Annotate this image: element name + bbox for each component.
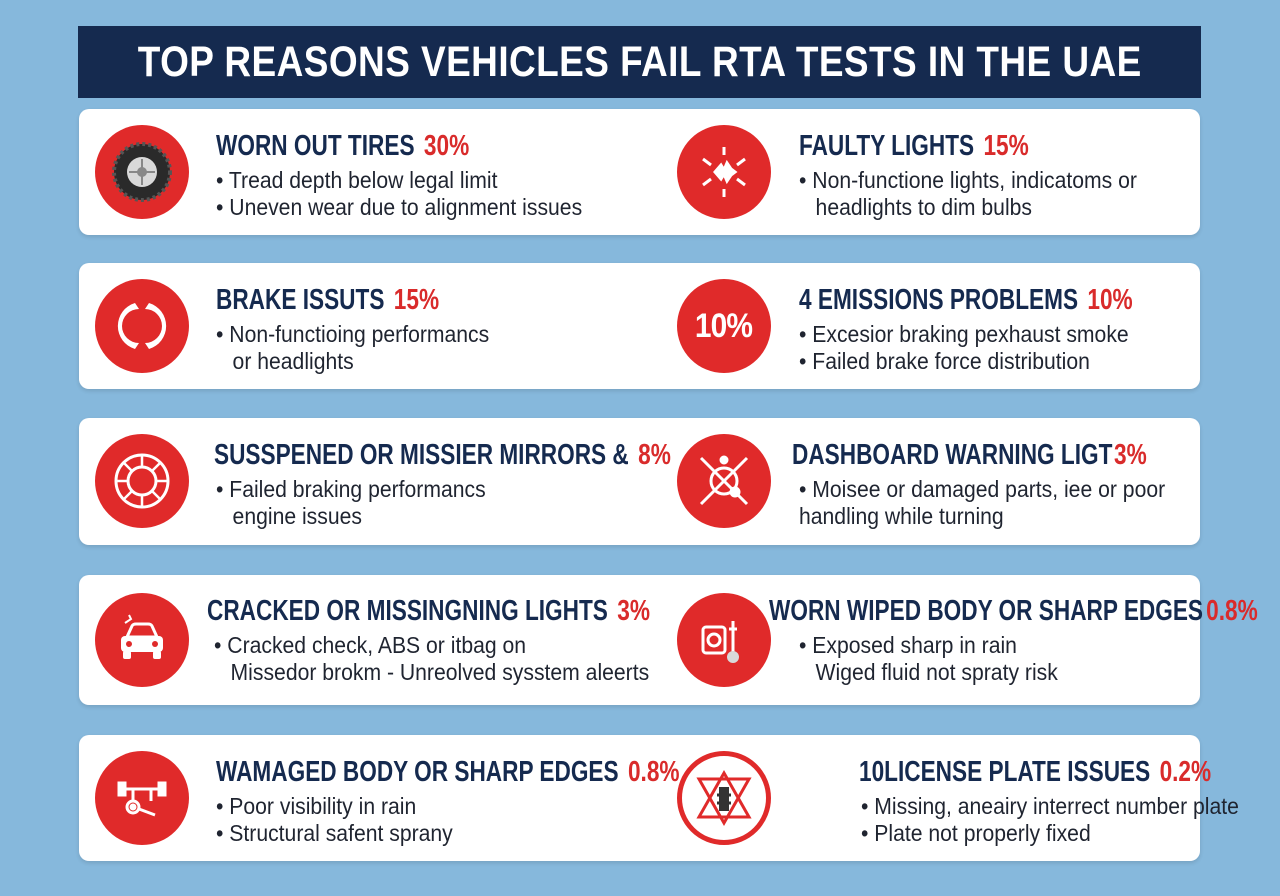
reason-emissions: 10% 4 EMISSIONS PROBLEMS 10% • Excesior b… xyxy=(639,263,1200,389)
reason-heading: WORN WIPED BODY OR SHARP EDGES xyxy=(769,595,1204,627)
reason-damaged-body: WAMAGED BODY OR SHARP EDGES 0.8% • Poor v… xyxy=(79,735,680,861)
reason-heading: FAULTY LIGHTS xyxy=(799,130,975,162)
reason-percent: 15% xyxy=(393,284,440,316)
bullet-line: • Non-functione lights, indicatoms or xyxy=(799,167,1137,193)
reason-mirrors: SUSSPENED OR MISSIER MIRRORS & 8% • Faile… xyxy=(79,418,671,545)
bullet-line: • Moisee or damaged parts, iee or poor xyxy=(799,476,1166,502)
bullet-line: • Tread depth below legal limit xyxy=(216,167,498,193)
reason-worn-wiper: WORN WIPED BODY OR SHARP EDGES 0.8% • Exp… xyxy=(639,575,1258,705)
brake-pads-icon xyxy=(95,279,189,373)
reason-percent: 3% xyxy=(617,595,650,627)
car-front-icon xyxy=(95,593,189,687)
reason-heading: 10LICENSE PLATE ISSUES xyxy=(859,756,1151,788)
bullet-line: Missedor brokm - Unreolved sysstem aleer… xyxy=(230,659,650,685)
icon-percent-text: 10% xyxy=(695,306,753,345)
suspension-icon xyxy=(95,751,189,845)
bullet-line: headlights to dim bulbs xyxy=(815,194,1033,220)
tire-icon xyxy=(95,125,189,219)
title-banner: TOP REASONS VEHICLES FAIL RTA TESTS IN T… xyxy=(78,26,1201,98)
reason-percent: 30% xyxy=(423,130,470,162)
reason-percent: 10% xyxy=(1087,284,1133,316)
row-card-5: WAMAGED BODY OR SHARP EDGES 0.8% • Poor v… xyxy=(79,735,1239,861)
bullet-line: • Excesior braking pexhaust smoke xyxy=(799,321,1129,347)
reason-worn-tires: WORN OUT TIRES 30% • Tread depth below le… xyxy=(79,109,639,235)
page-title: TOP REASONS VEHICLES FAIL RTA TESTS IN T… xyxy=(137,37,1142,86)
license-plate-warning-icon xyxy=(677,751,771,845)
reason-percent: 0.8% xyxy=(627,756,680,788)
wheel-disc-icon xyxy=(95,434,189,528)
reason-percent: 8% xyxy=(638,439,671,471)
bullet-line: • Missing, aneairy interrect number plat… xyxy=(861,793,1239,819)
reason-heading: BRAKE ISSUTS xyxy=(216,284,385,316)
headlight-burst-icon xyxy=(677,125,771,219)
bullet-line: handling while turning xyxy=(799,503,1004,529)
bullet-line: • Failed braking performancs xyxy=(216,476,486,502)
bullet-line: or headlights xyxy=(232,348,354,374)
bullet-line: • Cracked check, ABS or itbag on xyxy=(214,632,527,658)
bullet-line: • Uneven wear due to alignment issues xyxy=(216,194,583,220)
bullet-line: • Non-functioing performancs xyxy=(216,321,490,347)
bullet-line: • Structural safent sprany xyxy=(216,820,453,846)
reason-heading: DASHBOARD WARNING LIGT xyxy=(792,439,1113,471)
row-card-4: CRACKED OR MISSINGNING LIGHTS 3% • Cracke… xyxy=(79,575,1258,705)
row-card-3: SUSSPENED OR MISSIER MIRRORS & 8% • Faile… xyxy=(79,418,1200,545)
reason-heading: WAMAGED BODY OR SHARP EDGES xyxy=(216,756,619,788)
bullet-line: engine issues xyxy=(232,503,362,529)
bullet-line: • Poor visibility in rain xyxy=(216,793,417,819)
bullet-line: Wiged fluid not spraty risk xyxy=(815,659,1058,685)
reason-percent: 0.8% xyxy=(1206,595,1258,627)
reason-heading: WORN OUT TIRES xyxy=(216,130,415,162)
wiper-icon xyxy=(677,593,771,687)
bullet-line: • Exposed sharp in rain xyxy=(799,632,1017,658)
row-card-1: WORN OUT TIRES 30% • Tread depth below le… xyxy=(79,109,1200,235)
row-card-2: BRAKE ISSUTS 15% • Non-functioing perform… xyxy=(79,263,1200,389)
warning-gauge-icon xyxy=(677,434,771,528)
reason-percent: 15% xyxy=(983,130,1029,162)
ten-percent-icon: 10% xyxy=(677,279,771,373)
reason-faulty-lights: FAULTY LIGHTS 15% • Non-functione lights,… xyxy=(639,109,1200,235)
bullet-line: • Plate not properly fixed xyxy=(861,820,1091,846)
reason-dashboard-warning: DASHBOARD WARNING LIGT3% • Moisee or dam… xyxy=(639,418,1200,545)
reason-heading: CRACKED OR MISSINGNING LIGHTS xyxy=(207,595,608,627)
reason-brake-issues: BRAKE ISSUTS 15% • Non-functioing perform… xyxy=(79,263,639,389)
reason-license-plate: 10LICENSE PLATE ISSUES 0.2% • Missing, an… xyxy=(639,735,1239,861)
reason-percent: 3% xyxy=(1114,439,1147,471)
bullet-line: • Failed brake force distribution xyxy=(799,348,1090,374)
reason-percent: 0.2% xyxy=(1159,756,1212,788)
reason-cracked-lights: CRACKED OR MISSINGNING LIGHTS 3% • Cracke… xyxy=(79,575,650,705)
reason-heading: SUSSPENED OR MISSIER MIRRORS & xyxy=(214,439,629,471)
reason-heading: 4 EMISSIONS PROBLEMS xyxy=(799,284,1079,316)
